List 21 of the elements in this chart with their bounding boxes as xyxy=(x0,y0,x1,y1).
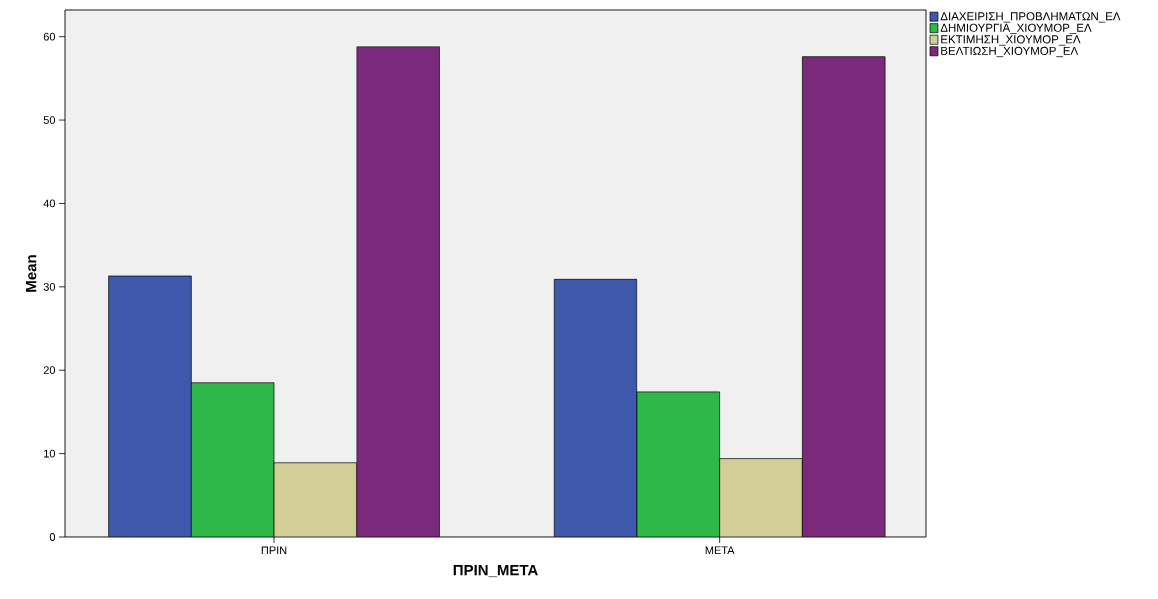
y-tick-label: 30 xyxy=(43,282,56,291)
legend-label: ΔΗΜΙΟΥΡΓΙΑ_ΧΙΟΥΜΟΡ_ΕΛ xyxy=(940,23,1092,35)
bar xyxy=(802,56,886,537)
legend-label: ΕΚΤΙΜΗΣΗ_ΧΙΟΥΜΟΡ_ΕΛ xyxy=(941,35,1081,46)
bar xyxy=(108,275,192,537)
x-tick-label: ΜΕΤΑ xyxy=(705,546,735,555)
y-tick-label: 40 xyxy=(43,199,56,208)
y-tick-label: 20 xyxy=(43,366,56,375)
x-tick-label: ΠΡΙΝ xyxy=(261,546,287,555)
bar xyxy=(553,278,638,537)
x-axis-title: ΠΡΙΝ_ΜΕΤΑ xyxy=(453,564,538,578)
y-tick-label: 50 xyxy=(43,116,56,124)
y-tick-label: 0 xyxy=(49,533,56,541)
bar xyxy=(356,46,440,537)
y-tick-label: 60 xyxy=(43,32,56,41)
y-axis-title: Mean xyxy=(25,255,37,292)
legend-label: ΔΙΑΧΕΙΡΙΣΗ_ΠΡΟΒΛΗΜΑΤΩΝ_ΕΛ xyxy=(940,12,1121,23)
legend-label: ΒΕΛΤΙΩΣΗ_ΧΙΟΥΜΟΡ_ΕΛ xyxy=(941,46,1079,58)
bar xyxy=(190,382,275,537)
y-tick-label: 10 xyxy=(44,449,56,458)
bar xyxy=(636,391,721,537)
